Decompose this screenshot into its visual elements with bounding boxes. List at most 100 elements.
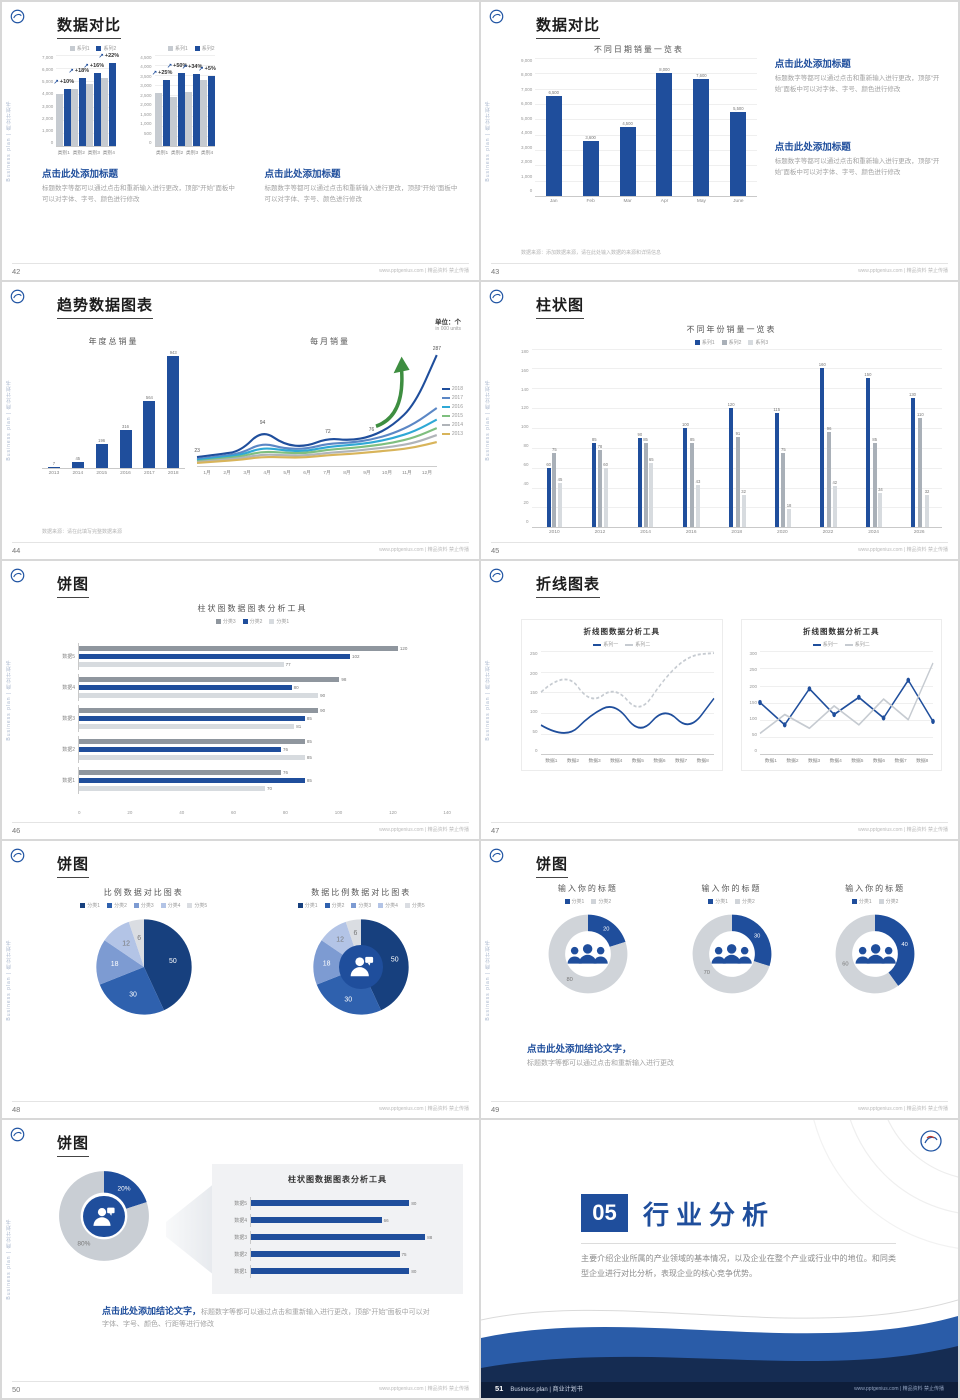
barcol: 45 xyxy=(557,349,563,528)
bar-group: 45 xyxy=(66,350,90,468)
legend-item: 系列1 xyxy=(167,45,188,52)
bar xyxy=(79,738,305,745)
legend-label: 分类1 xyxy=(715,898,728,905)
line-series xyxy=(197,440,438,464)
legend-label: 系列一 xyxy=(603,642,619,649)
value-label: 7 xyxy=(52,460,56,466)
barcol: 160 xyxy=(819,349,826,528)
y-tick: 120 xyxy=(521,405,529,411)
brand-logo-icon xyxy=(10,9,25,24)
bar xyxy=(690,442,695,528)
sidebar-vertical-text: Business plan | 商业计划书 xyxy=(485,938,491,1021)
category-label: 数据3 xyxy=(234,1234,247,1241)
value-label: 60 xyxy=(546,461,551,467)
annotation-label: 23 xyxy=(194,447,200,454)
watermark: www.pptgenius.com | 精品资料 禁止传播 xyxy=(379,826,469,833)
value-label: 90 xyxy=(320,707,326,713)
data-point xyxy=(807,686,812,692)
cc-body: 23 94 72 76 287 1月 2月 3月 4月 5月 6月 7月 8月 9月 10月 11月 12月 20… xyxy=(194,346,463,476)
page-number: 49 xyxy=(491,1105,500,1115)
legend-item: 分类3 xyxy=(215,618,236,625)
y-tick: 500 xyxy=(144,130,152,136)
y-tick: 200 xyxy=(749,683,758,689)
barcol: 100 xyxy=(682,349,689,528)
barcol xyxy=(169,55,177,146)
x-label: 数据5 xyxy=(631,759,644,765)
hb-line: 75 xyxy=(251,1250,449,1259)
grouped-bar-chart-right: 系列1 系列2 4,500 4,000 3,500 3,000 2,500 2,000 1,50… xyxy=(140,44,216,156)
line-series xyxy=(759,679,934,726)
data-point xyxy=(906,677,911,683)
y-tick: 3,500 xyxy=(140,73,152,79)
y-tick: 2,000 xyxy=(521,159,533,165)
hbar-row: 数据1 80 xyxy=(226,1264,449,1278)
cbars: 85 78 60 xyxy=(592,349,608,528)
growth-arrow-icon xyxy=(375,369,404,428)
bar xyxy=(207,76,215,146)
category-label: 2020 xyxy=(777,530,788,536)
footer-divider xyxy=(491,262,948,264)
slide-45: Business plan | 商业计划书 柱状图 不同年份销量一览表 系列1 系列… xyxy=(481,281,958,560)
bar xyxy=(774,413,779,528)
barcol: 18 xyxy=(787,349,791,528)
barcol xyxy=(71,55,79,146)
slide-content: 20% 80% 柱状图数据图表分析工具 数据5 80 数据4 66 数据3 88 数据2 75 数据… xyxy=(42,1162,463,1374)
legend-label: 系列1 xyxy=(76,46,90,52)
chart-title: 柱状图数据图表分析工具 xyxy=(197,604,308,614)
barcol: 85 xyxy=(643,349,648,528)
slide-title: 数据对比 xyxy=(536,14,601,39)
y-tick: 9,000 xyxy=(521,58,533,63)
sidebar-vertical-text: Business plan | 商业计划书 xyxy=(6,379,12,461)
bar-group: 120 91 32 xyxy=(714,349,760,528)
legend-label: 系列一 xyxy=(822,642,838,649)
bar-group: 60 75 45 xyxy=(532,349,578,528)
bar xyxy=(729,408,734,528)
bar-group: 7,600 xyxy=(683,58,720,196)
barcol: 42 xyxy=(832,349,837,528)
bar xyxy=(741,495,746,528)
funnel-connector-shape xyxy=(166,1185,212,1274)
legend-label: 分类1 xyxy=(304,902,318,909)
legend-swatch xyxy=(378,902,384,908)
growth-label: +34% xyxy=(188,64,203,71)
gridline xyxy=(540,651,714,653)
x-axis: 数据1 数据2 数据3 数据4 数据5 数据6 数据7 数据8 xyxy=(541,757,714,764)
value-label: 85 xyxy=(689,436,695,442)
slice-label: 6 xyxy=(137,935,141,942)
bar xyxy=(71,88,79,146)
legend-item: 系列2 xyxy=(194,45,215,52)
value-label: 85 xyxy=(306,715,312,721)
page-number: 44 xyxy=(12,546,21,556)
x-tick: 40 xyxy=(179,809,185,815)
bar xyxy=(167,356,180,468)
bar xyxy=(827,431,832,528)
value-label: 564 xyxy=(145,395,153,401)
value-label: 45 xyxy=(557,476,563,482)
legend-label: 分类2 xyxy=(249,619,263,626)
value-label: 115 xyxy=(773,407,781,413)
legend-swatch xyxy=(735,898,740,904)
legend-label: 分类4 xyxy=(167,902,181,909)
gridline xyxy=(540,712,714,714)
section-divider-line xyxy=(581,1243,896,1245)
chart-row: 年度总销量 7 45 196 316 564 943 2013 2014 2015 2016 2017… xyxy=(42,336,463,476)
legend-label: 系列3 xyxy=(755,339,769,346)
legend-swatch xyxy=(187,902,193,908)
chart-title: 数据比例数据对比图表 xyxy=(311,887,412,897)
watermark: www.pptgenius.com | 精品资料 禁止传播 xyxy=(858,267,948,274)
legend-item: 系列一 xyxy=(812,641,838,649)
barcol: 85 xyxy=(592,349,597,528)
barcol xyxy=(94,55,102,146)
pie-chart: 20% 80% xyxy=(55,1167,153,1265)
line-chart-panel: 折线图数据分析工具 系列一 系列二 250 200 150 100 50 0 数据1 数据2 数据3 数… xyxy=(521,619,723,772)
sidebar-vertical-text: Business plan | 商业计划书 xyxy=(485,379,491,461)
category-label: June xyxy=(733,199,744,204)
bar xyxy=(832,485,837,528)
arrow-up-right-icon: ↗ xyxy=(53,78,59,86)
legend-label: 分类2 xyxy=(114,902,127,909)
chart-legend: 分类1 分类2 分类3 分类4 分类5 xyxy=(42,902,246,909)
cc-main: 60 75 45 85 78 60 90 85 65 100 85 43 120 91 32 115 75 18 1… xyxy=(531,348,942,536)
chart-row: 不同日期销量一览表 9,000 8,000 7,000 6,000 5,000 4,000 3… xyxy=(521,44,942,204)
y-tick: 140 xyxy=(521,386,529,392)
bar-group: 130 110 32 xyxy=(896,349,942,528)
